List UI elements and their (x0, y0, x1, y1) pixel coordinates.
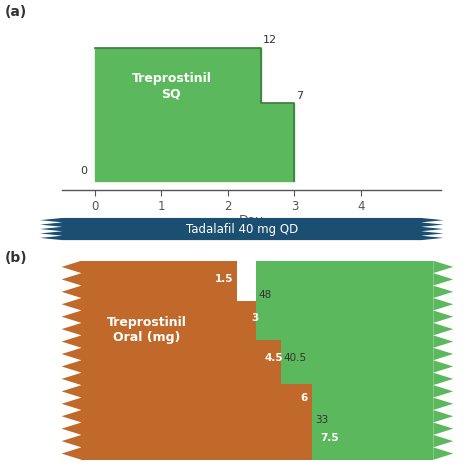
Text: 7.5: 7.5 (320, 433, 339, 443)
X-axis label: Day: Day (239, 214, 264, 228)
Bar (281, 340, 433, 384)
Bar (82, 420, 343, 460)
Polygon shape (433, 261, 453, 460)
Text: 0: 0 (80, 166, 87, 176)
Text: 4.5: 4.5 (264, 353, 283, 363)
Polygon shape (62, 261, 82, 460)
Bar (82, 301, 262, 340)
Text: 7: 7 (296, 91, 303, 101)
Text: 1.5: 1.5 (215, 273, 233, 283)
Text: 48: 48 (259, 290, 272, 300)
Bar (82, 340, 287, 380)
Bar (312, 384, 433, 460)
Text: Tadalafil 40 mg QD: Tadalafil 40 mg QD (186, 222, 298, 236)
Text: 12: 12 (263, 35, 277, 46)
Text: (b): (b) (5, 251, 27, 265)
Polygon shape (95, 47, 294, 181)
Bar (82, 261, 237, 301)
Text: 40.5: 40.5 (284, 353, 307, 363)
Bar (256, 261, 433, 340)
Text: 3: 3 (251, 313, 258, 323)
Bar (82, 380, 312, 420)
Text: 33: 33 (315, 415, 328, 425)
Text: 6: 6 (301, 393, 308, 403)
Text: Treprostinil
Oral (mg): Treprostinil Oral (mg) (107, 316, 187, 345)
Polygon shape (40, 218, 444, 240)
Text: Treprostinil
SQ: Treprostinil SQ (131, 73, 211, 100)
Text: (a): (a) (5, 5, 27, 19)
